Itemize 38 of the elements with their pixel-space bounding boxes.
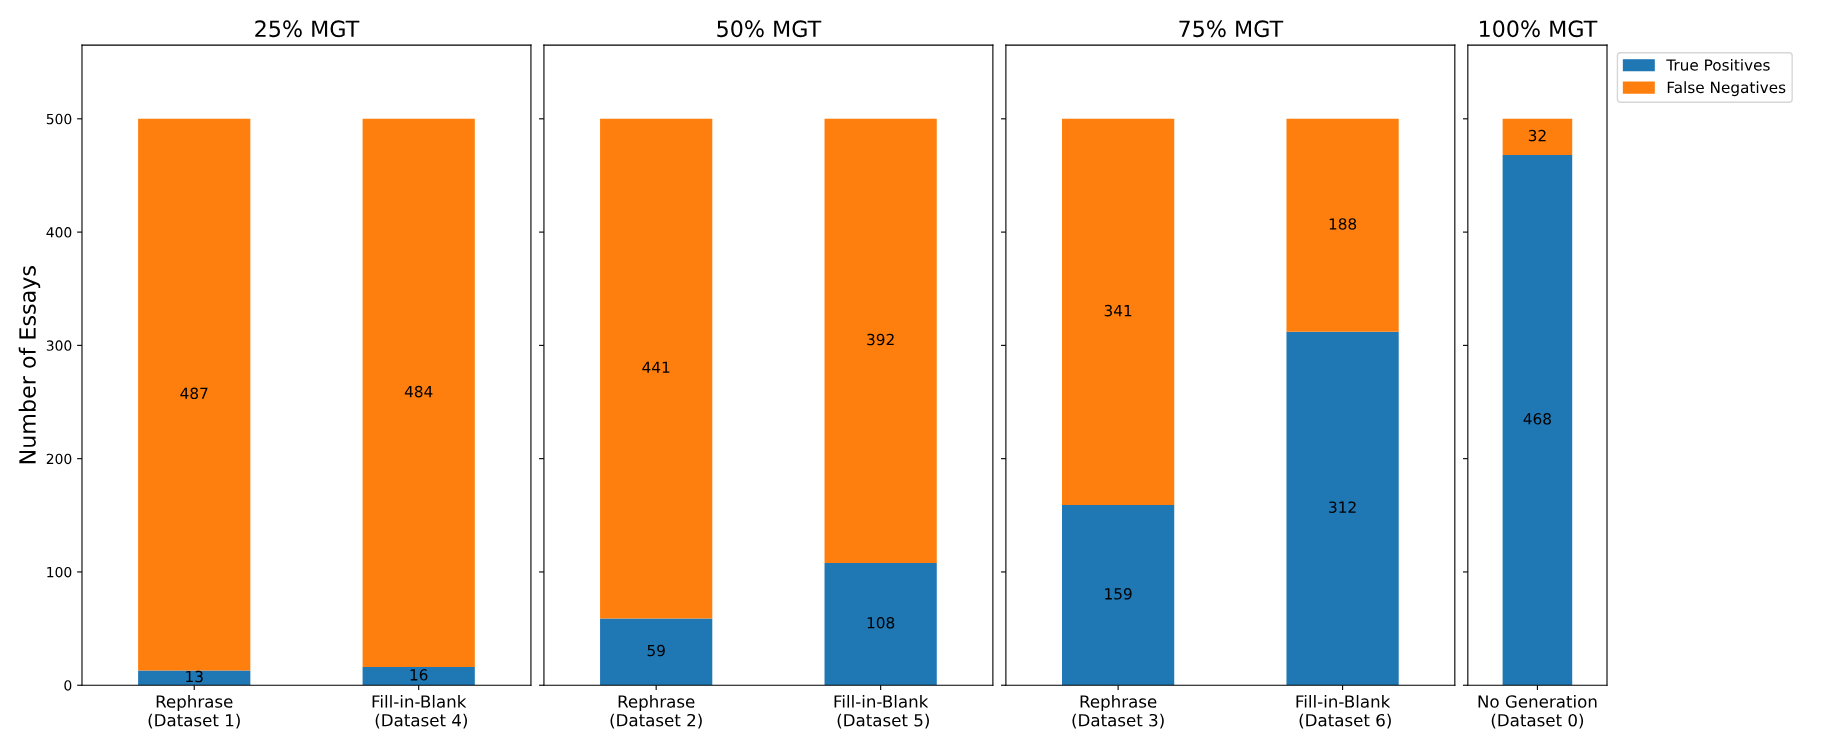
data-label: 59	[647, 644, 665, 657]
chart-title: 50% MGT	[717, 20, 822, 38]
data-label: 468	[1523, 413, 1551, 425]
bar	[362, 118, 475, 668]
data-label: 188	[1329, 218, 1357, 230]
x-tick-label: No Generation (Dataset 0)	[1478, 694, 1597, 729]
y-tick-label: 200	[46, 453, 72, 465]
y-tick-label: 0	[64, 680, 72, 691]
data-label: 441	[642, 361, 670, 373]
x-tick-label: Rephrase (Dataset 1)	[148, 694, 240, 729]
x-tick-label: Fill-in-Blank (Dataset 6)	[1296, 694, 1391, 729]
y-tick-label: 100	[47, 566, 72, 578]
chart-title: 75% MGT	[1179, 20, 1284, 38]
legend-label: True Positives	[1666, 58, 1770, 71]
data-label: 341	[1104, 304, 1132, 317]
data-label: 392	[867, 333, 894, 346]
data-label: 487	[180, 387, 208, 400]
chart-title: 25% MGT	[255, 20, 360, 38]
x-tick-label: Rephrase (Dataset 2)	[610, 694, 702, 729]
bar	[362, 667, 475, 686]
x-tick-label: Rephrase (Dataset 3)	[1072, 694, 1164, 729]
y-axis-title: Number of Essays	[18, 266, 41, 464]
chart-title: 100% MGT	[1479, 20, 1598, 38]
bar	[138, 118, 251, 671]
y-tick-label: 400	[46, 227, 72, 238]
data-label: 108	[867, 616, 895, 629]
data-label: 312	[1329, 501, 1356, 513]
data-label: 16	[410, 669, 428, 681]
data-label: 159	[1105, 588, 1132, 600]
legend-label: False Negatives	[1667, 81, 1786, 97]
data-label: 32	[1528, 129, 1546, 142]
y-tick-label: 300	[46, 340, 72, 351]
data-label: 484	[404, 385, 433, 398]
bar	[138, 670, 251, 686]
y-tick-label: 500	[46, 113, 72, 125]
x-tick-label: Fill-in-Blank (Dataset 4)	[372, 694, 467, 729]
data-label: 13	[186, 670, 203, 683]
x-tick-label: Fill-in-Blank (Dataset 5)	[834, 694, 929, 729]
